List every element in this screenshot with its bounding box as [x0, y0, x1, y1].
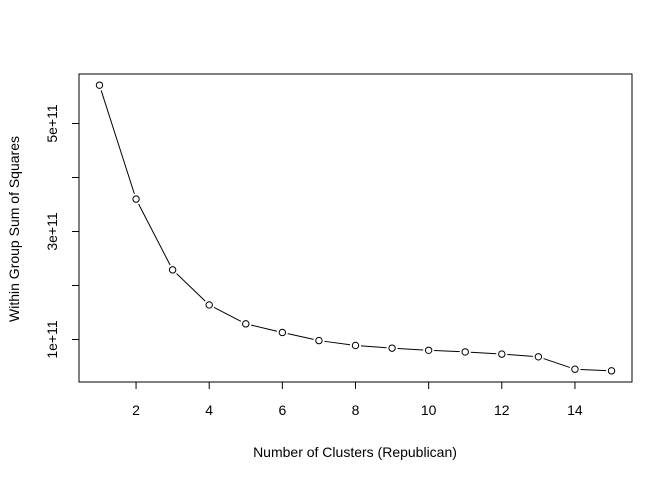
data-point: [424, 346, 433, 355]
plot-box: [78, 73, 633, 383]
series-segment: [138, 203, 171, 266]
data-point: [315, 336, 323, 345]
series-segment: [580, 368, 607, 372]
data-point: [168, 266, 177, 274]
data-point: [461, 348, 469, 356]
data-point: [498, 350, 506, 358]
y-axis: 1e+11 3e+11 5e+11: [44, 104, 80, 359]
series-segment: [507, 353, 533, 357]
series-segment: [543, 358, 570, 368]
series-segment: [470, 351, 497, 355]
series-segment: [176, 273, 206, 302]
x-tick-label: 6: [278, 402, 286, 418]
x-tick-label: 4: [205, 402, 213, 418]
x-tick-label: 14: [567, 402, 583, 418]
data-point: [242, 320, 250, 328]
data-point: [534, 353, 543, 361]
y-tick-label: 1e+11: [44, 320, 60, 358]
series-segment: [213, 307, 242, 322]
series-segment: [100, 90, 135, 195]
series-segment: [397, 347, 424, 351]
series-segment: [251, 324, 278, 332]
data-point: [95, 81, 104, 89]
data-series: [95, 81, 616, 375]
data-point: [205, 301, 213, 309]
x-axis: 2 4 6 8 10 12 14: [132, 381, 583, 418]
data-point: [571, 365, 579, 373]
data-point: [132, 195, 140, 203]
series-segment: [287, 333, 314, 340]
x-tick-label: 8: [352, 402, 360, 418]
y-tick-label: 5e+11: [44, 104, 60, 142]
data-point: [388, 344, 396, 352]
y-tick-label: 3e+11: [44, 212, 60, 250]
data-point: [351, 341, 360, 350]
y-axis-label: Within Group Sum of Squares: [6, 136, 22, 322]
data-point: [607, 367, 616, 375]
series-segment: [324, 340, 351, 346]
x-tick-label: 10: [421, 402, 437, 418]
x-tick-label: 12: [494, 402, 510, 418]
data-point: [278, 328, 287, 337]
series-segment: [360, 345, 387, 349]
series-segment: [434, 350, 460, 353]
x-tick-label: 2: [132, 402, 140, 418]
x-axis-label: Number of Clusters (Republican): [253, 444, 457, 460]
